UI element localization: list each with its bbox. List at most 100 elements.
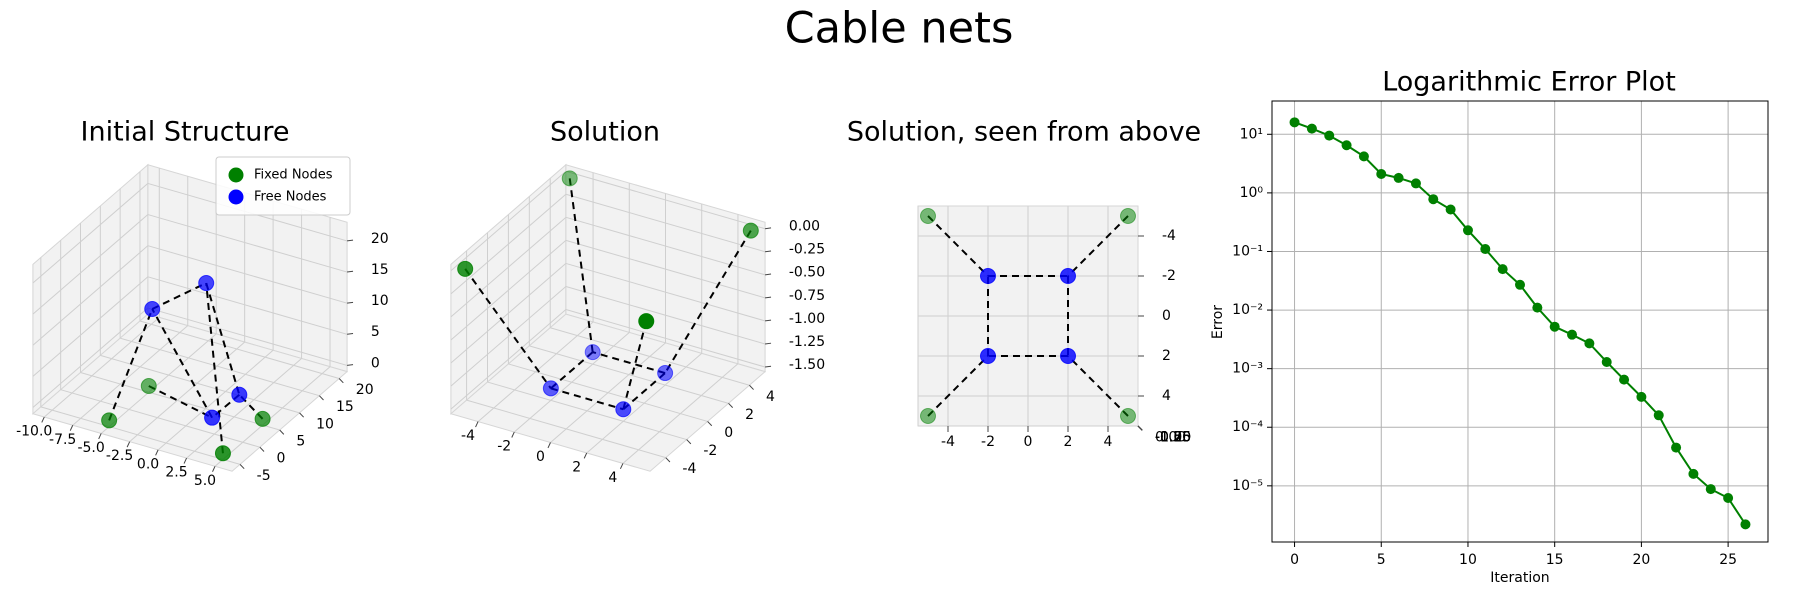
grid-line <box>450 286 567 387</box>
tick-label: -1.50 <box>789 357 825 373</box>
y-tick-label: 10⁻⁵ <box>1232 478 1263 494</box>
grid-line <box>450 263 567 364</box>
tick-label: -0.25 <box>1155 429 1191 445</box>
cable <box>550 387 624 411</box>
chart-title: Logarithmic Error Plot <box>1382 67 1676 98</box>
grid-line <box>565 170 766 230</box>
node <box>457 260 474 277</box>
legend-label: Fixed Nodes <box>254 168 333 183</box>
point <box>1619 374 1630 385</box>
tick-label: 5.0 <box>194 473 216 489</box>
tick-mark <box>686 439 692 445</box>
tick-mark <box>347 364 354 366</box>
grid-line <box>32 214 149 315</box>
tick-label: -1.00 <box>1155 429 1191 445</box>
grid-line <box>565 193 766 253</box>
tick-label: 20 <box>356 382 374 398</box>
grid-line <box>450 170 567 272</box>
tick-label: -4 <box>461 428 475 444</box>
node <box>101 412 118 429</box>
node <box>144 301 161 318</box>
tick-label: 0.00 <box>1155 429 1186 445</box>
grid-line <box>60 389 260 448</box>
pane <box>31 313 349 472</box>
tick-label: -0.75 <box>789 288 825 304</box>
cable <box>151 308 213 419</box>
point <box>1376 169 1387 180</box>
point <box>1567 329 1578 340</box>
cable <box>927 215 989 277</box>
point <box>1410 178 1421 189</box>
grid-line <box>100 333 217 434</box>
tick-label: -2 <box>1162 268 1176 284</box>
grid-line <box>565 216 766 276</box>
grid-line <box>80 372 280 431</box>
point <box>1445 204 1456 215</box>
node <box>204 409 221 426</box>
point <box>1497 264 1508 275</box>
chart-title: Solution <box>550 117 660 148</box>
tick-label: 0 <box>724 425 733 441</box>
tick-mark <box>98 433 102 440</box>
grid-line <box>565 286 766 345</box>
tick-label: 0.00 <box>789 219 820 235</box>
x-tick-label: 20 <box>1632 552 1650 568</box>
tick-label: -2.5 <box>106 448 133 464</box>
tick-mark <box>619 463 624 470</box>
tick-label: 10 <box>316 416 334 432</box>
tick-label: 0 <box>536 449 545 465</box>
point <box>1462 225 1473 236</box>
tick-label: 5 <box>371 324 380 340</box>
grid-line <box>450 216 567 318</box>
grid-line <box>186 358 302 459</box>
tick-label: -0.25 <box>789 242 825 258</box>
tick-label: 0 <box>1162 308 1171 324</box>
tick-mark <box>583 452 588 459</box>
tick-mark <box>765 342 772 345</box>
tick-label: -0.50 <box>1155 429 1191 445</box>
node <box>1060 348 1076 364</box>
cable <box>1067 355 1129 417</box>
node <box>980 268 996 284</box>
tick-label: -7.5 <box>49 432 76 448</box>
grid-line <box>147 245 348 304</box>
point <box>1705 484 1716 495</box>
cable <box>664 230 752 374</box>
tick-label: 20 <box>371 231 389 247</box>
grid-line <box>147 276 348 335</box>
tick-mark <box>765 296 772 299</box>
grid-line <box>139 320 340 379</box>
tick-label: -0.75 <box>1155 429 1191 445</box>
tick-label: -5 <box>257 468 271 484</box>
point <box>1740 519 1751 530</box>
point <box>1428 194 1439 205</box>
tick-mark <box>183 457 188 464</box>
grid-line <box>147 307 348 366</box>
x-tick-label: 25 <box>1719 552 1737 568</box>
node <box>198 275 215 292</box>
point <box>1636 391 1647 402</box>
x-tick-label: 10 <box>1459 552 1477 568</box>
grid-line <box>129 341 245 443</box>
grid-line <box>32 245 149 346</box>
point <box>1532 302 1543 313</box>
tick-label: -4 <box>682 461 696 477</box>
tick-label: 15 <box>336 399 354 415</box>
tick-label: 2 <box>1162 348 1171 364</box>
cable <box>622 372 666 411</box>
grid-line <box>450 193 567 295</box>
tick-mark <box>765 319 772 322</box>
node <box>1060 268 1076 284</box>
x-tick-label: 15 <box>1546 552 1564 568</box>
tick-mark <box>765 273 772 276</box>
y-tick-label: 10¹ <box>1240 126 1263 142</box>
point <box>1324 130 1335 141</box>
x-axis-label: Iteration <box>1490 570 1549 586</box>
tick-mark <box>259 446 265 452</box>
grid-line <box>32 276 149 377</box>
cable <box>205 282 241 396</box>
point <box>1393 172 1404 183</box>
tick-label: 5 <box>296 434 305 450</box>
cable <box>550 351 594 390</box>
